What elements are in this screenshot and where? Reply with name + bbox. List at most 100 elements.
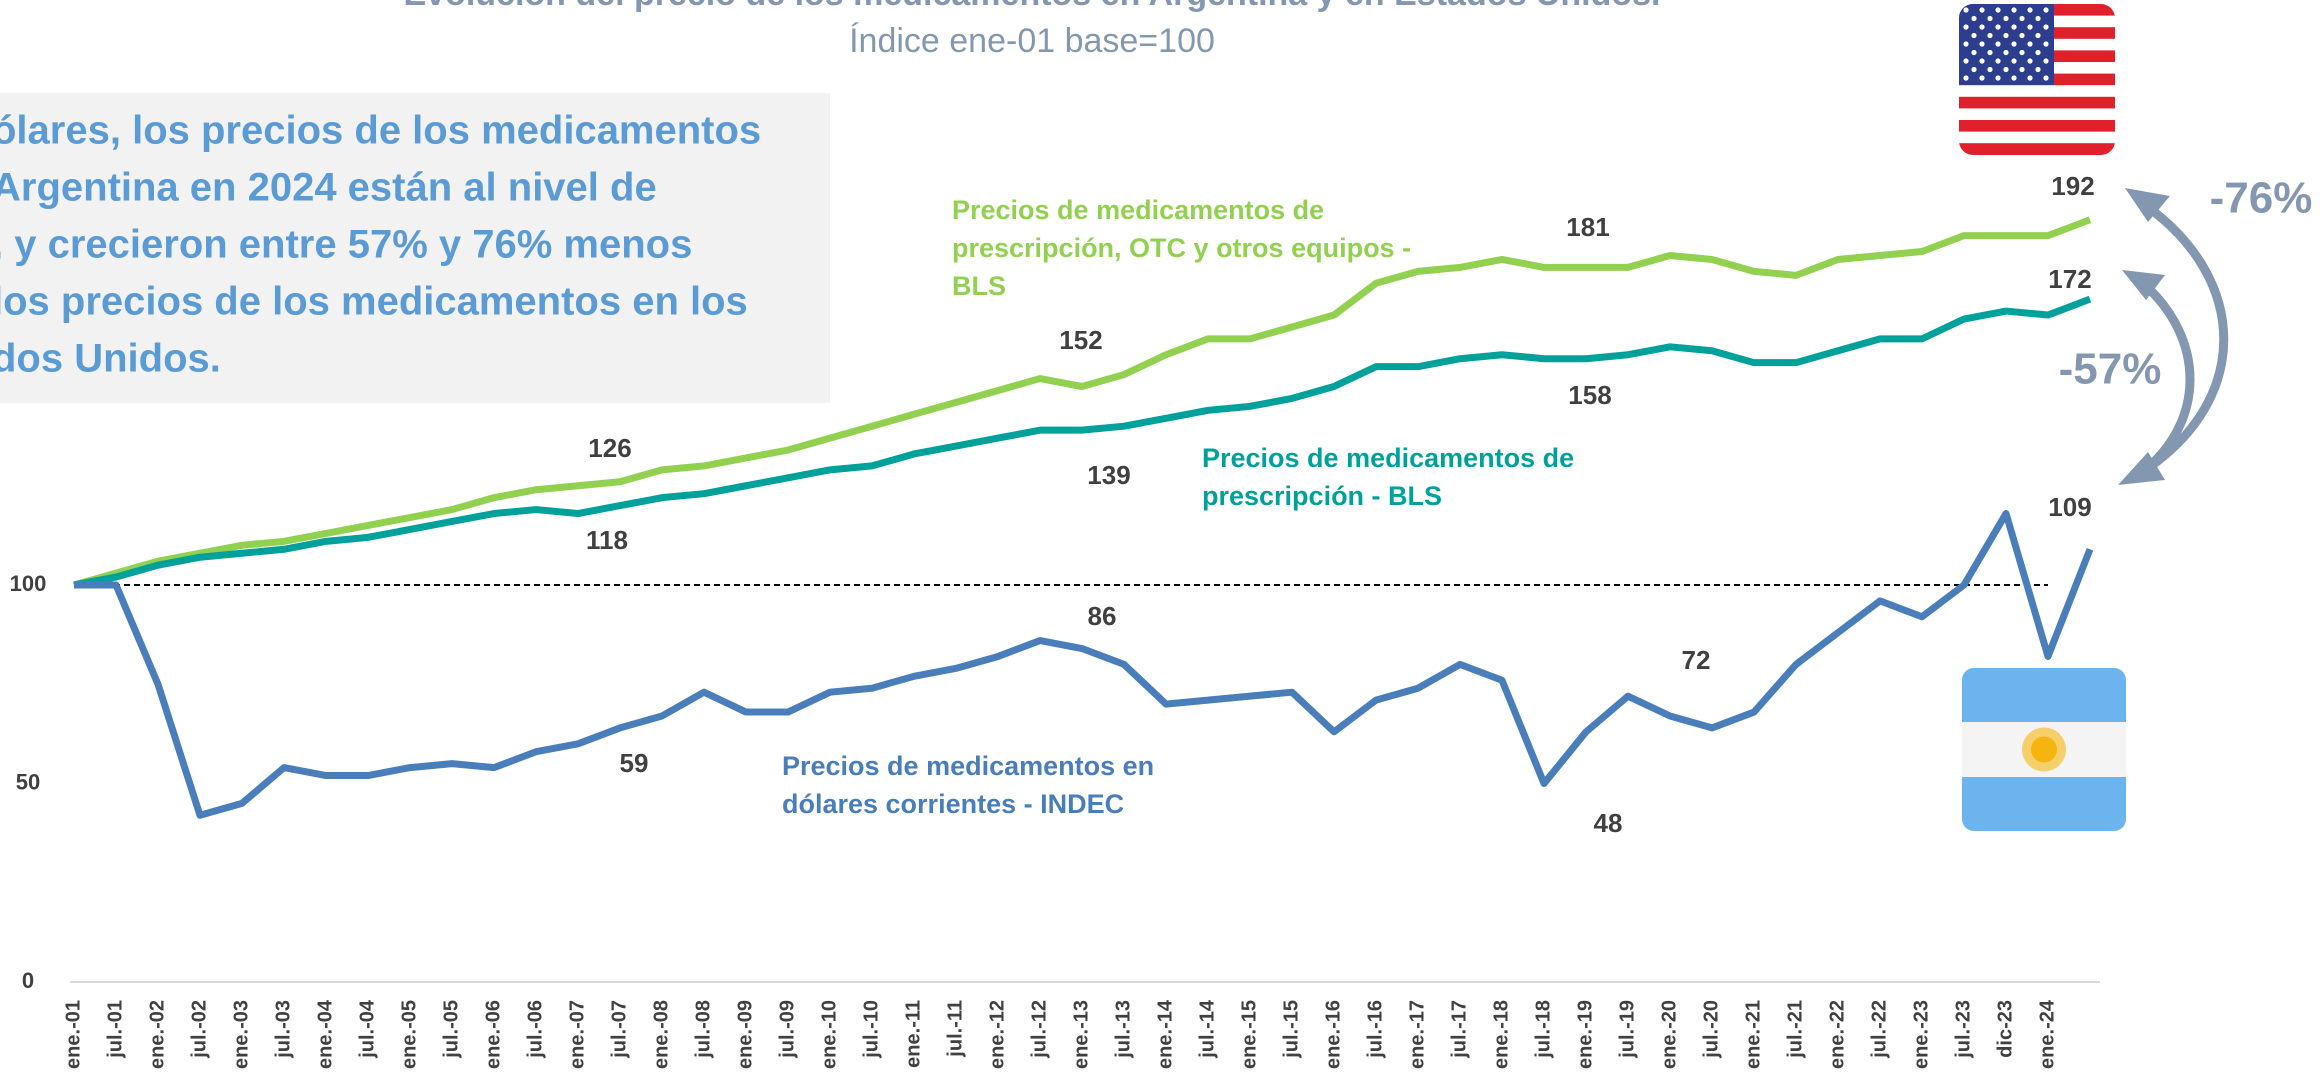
data-label: 72	[1682, 645, 1711, 675]
star	[1971, 49, 1977, 56]
x-tick-label: jul.-11	[944, 1000, 966, 1058]
data-label: 126	[588, 433, 631, 463]
star	[1963, 58, 1969, 64]
data-label: 152	[1059, 325, 1102, 355]
star	[2043, 41, 2049, 47]
x-tick-label: jul.-18	[1532, 1000, 1554, 1059]
x-tick-label: ene.-23	[1910, 1000, 1932, 1069]
star	[1979, 24, 1985, 30]
star	[1995, 58, 2001, 64]
x-tick-label: ene.-24	[2036, 999, 2058, 1069]
x-tick-label: dic-23	[1994, 1000, 2016, 1058]
star	[2003, 32, 2009, 39]
star	[1995, 7, 2001, 13]
star	[2035, 15, 2041, 22]
x-tick-label: jul.-05	[440, 1000, 462, 1059]
data-label: 118	[586, 525, 628, 555]
x-tick-label: jul.-02	[188, 1000, 210, 1059]
x-tick-label: jul.-04	[356, 999, 378, 1059]
x-tick-label: ene.-17	[1406, 1000, 1428, 1069]
x-tick-label: jul.-03	[272, 1000, 294, 1059]
x-tick-label: ene.-10	[818, 1000, 840, 1069]
star	[2043, 7, 2049, 13]
star	[1963, 75, 1969, 81]
star	[1995, 24, 2001, 30]
x-tick-label: jul.-16	[1364, 1000, 1386, 1059]
star	[2043, 24, 2049, 30]
star	[2019, 15, 2025, 22]
star	[2035, 49, 2041, 56]
star	[1979, 58, 1985, 64]
star	[2043, 75, 2049, 81]
star	[2019, 49, 2025, 56]
star	[2011, 41, 2017, 47]
star	[1963, 41, 1969, 47]
series-label: Precios de medicamentos de	[952, 195, 1324, 225]
series-label: Precios de medicamentos de	[1202, 443, 1574, 473]
star	[2027, 58, 2033, 64]
x-tick-label: ene.-01	[62, 1000, 84, 1069]
x-tick-label: ene.-21	[1742, 1000, 1764, 1069]
y-tick-label: 50	[16, 769, 40, 794]
star	[2011, 58, 2017, 64]
series-label: BLS	[952, 271, 1006, 301]
data-label: 181	[1566, 212, 1609, 242]
x-tick-label: jul.-15	[1280, 1000, 1302, 1059]
data-label: 172	[2048, 264, 2091, 294]
x-tick-label: ene.-13	[1070, 1000, 1092, 1069]
x-tick-label: jul.-10	[860, 1000, 882, 1059]
star	[1987, 49, 1993, 56]
y-tick-label: 0	[22, 968, 34, 993]
star	[1963, 7, 1969, 13]
star	[2003, 15, 2009, 22]
x-tick-label: jul.-20	[1700, 1000, 1722, 1059]
x-tick-label: jul.-12	[1028, 1000, 1050, 1059]
us-flag	[1959, 4, 2115, 155]
x-tick-label: ene.-04	[314, 999, 336, 1069]
x-tick-label: ene.-05	[398, 1000, 420, 1069]
star	[1979, 75, 1985, 81]
star	[1963, 24, 1969, 30]
star	[2027, 7, 2033, 13]
star	[1979, 41, 1985, 47]
star	[2043, 58, 2049, 64]
arrow-heads	[2118, 188, 2170, 485]
ar-flag	[1962, 668, 2126, 831]
star	[1987, 32, 1993, 39]
star	[1995, 75, 2001, 81]
x-tick-label: ene.-11	[902, 1000, 924, 1068]
text-box-lines: ólares, los precios de los medicamentos …	[0, 109, 761, 381]
star	[2019, 32, 2025, 39]
x-tick-label: jul.-17	[1448, 1000, 1470, 1059]
x-tick-label: ene.-15	[1238, 1000, 1260, 1069]
star	[2027, 75, 2033, 81]
star	[1971, 15, 1977, 22]
data-label: 158	[1568, 380, 1611, 410]
star	[2019, 66, 2025, 73]
star	[2011, 75, 2017, 81]
series-label: prescripción, OTC y otros equipos -	[952, 233, 1411, 263]
x-tick-label: jul.-01	[104, 1000, 126, 1059]
x-tick-label: ene.-18	[1490, 1000, 1512, 1069]
data-label: 192	[2051, 171, 2094, 201]
data-label: 59	[620, 748, 649, 778]
x-tick-label: jul.-06	[524, 1000, 546, 1059]
star	[2011, 24, 2017, 30]
data-label: 86	[1088, 601, 1117, 631]
series-label: dólares corrientes - INDEC	[782, 789, 1124, 819]
x-tick-label: jul.-22	[1868, 1000, 1890, 1059]
star	[2027, 24, 2033, 30]
star	[2035, 32, 2041, 39]
x-tick-label: ene.-07	[566, 1000, 588, 1069]
arrows	[2141, 201, 2229, 474]
x-tick-label: jul.-23	[1952, 1000, 1974, 1059]
star	[2003, 66, 2009, 73]
x-tick-label: jul.-09	[776, 1000, 798, 1059]
text-box-line: ólares, los precios de los medicamentos	[0, 109, 761, 153]
star	[1987, 15, 1993, 22]
star	[1995, 41, 2001, 47]
text-box-line: los precios de los medicamentos en los	[0, 280, 748, 324]
text-box	[0, 93, 830, 403]
star	[2011, 7, 2017, 13]
